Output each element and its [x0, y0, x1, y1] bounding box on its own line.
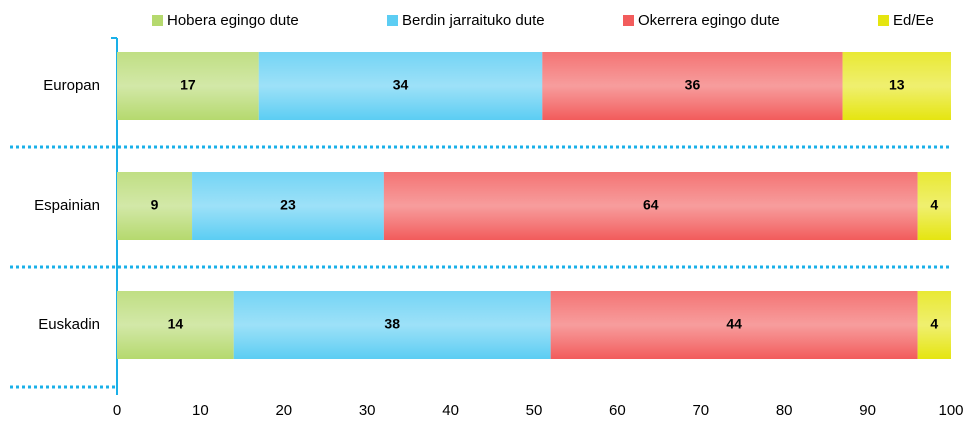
x-tick-label: 50	[526, 402, 543, 419]
data-label: 36	[685, 77, 701, 93]
x-tick-label: 60	[609, 402, 626, 419]
bar-sheen	[117, 52, 259, 120]
data-label: 23	[280, 197, 296, 213]
data-label: 34	[393, 77, 409, 93]
bar-sheen	[258, 52, 543, 120]
bar-sheen	[917, 291, 951, 359]
bar-sheen	[542, 52, 843, 120]
data-label: 9	[151, 197, 159, 213]
bar-sheen	[233, 291, 551, 359]
data-label: 64	[643, 197, 659, 213]
legend-marker	[152, 15, 163, 26]
bar-sheen	[192, 172, 384, 240]
legend-marker	[387, 15, 398, 26]
legend-label: Hobera egingo dute	[167, 12, 299, 29]
data-label: 17	[180, 77, 196, 93]
x-tick-label: 10	[192, 402, 209, 419]
y-tick-label: Europan	[43, 77, 100, 94]
bar-sheen	[117, 291, 234, 359]
data-label: 4	[930, 316, 938, 332]
x-tick-label: 40	[442, 402, 459, 419]
data-label: 14	[168, 316, 184, 332]
x-tick-label: 0	[113, 402, 121, 419]
legend-marker	[878, 15, 889, 26]
data-label: 4	[930, 197, 938, 213]
legend-label: Berdin jarraituko dute	[402, 12, 545, 29]
bar-sheen	[383, 172, 918, 240]
legend-label: Ed/Ee	[893, 12, 934, 29]
x-tick-label: 30	[359, 402, 376, 419]
bar-sheen	[842, 52, 951, 120]
bar-sheen	[917, 172, 951, 240]
legend-label: Okerrera egingo dute	[638, 12, 780, 29]
bar-sheen	[117, 172, 193, 240]
y-tick-label: Euskadin	[38, 316, 100, 333]
y-tick-label: Espainian	[34, 197, 100, 214]
data-label: 44	[726, 316, 742, 332]
bar-sheen	[550, 291, 918, 359]
x-tick-label: 100	[938, 402, 963, 419]
x-tick-label: 20	[275, 402, 292, 419]
x-tick-label: 70	[692, 402, 709, 419]
legend-marker	[623, 15, 634, 26]
data-label: 13	[889, 77, 905, 93]
data-label: 38	[384, 316, 400, 332]
x-tick-label: 80	[776, 402, 793, 419]
x-tick-label: 90	[859, 402, 876, 419]
